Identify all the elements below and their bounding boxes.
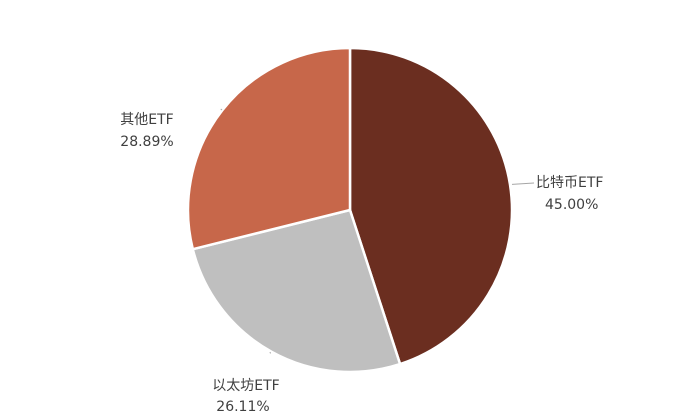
pie-slice-other-etf bbox=[186, 46, 352, 251]
slice-label-bitcoin-etf: 比特币ETF bbox=[536, 175, 603, 191]
slice-value-bitcoin-etf: 45.00% bbox=[545, 197, 598, 213]
pie-slice-ethereum-etf bbox=[191, 208, 402, 374]
leader-lines bbox=[220, 108, 535, 354]
pie-slices bbox=[186, 46, 514, 374]
leader-line-bitcoin-etf bbox=[511, 182, 535, 185]
pie-slice-bitcoin-etf bbox=[348, 46, 514, 366]
slice-label-other-etf: 其他ETF bbox=[120, 112, 173, 128]
leader-line-other-etf bbox=[220, 108, 223, 111]
slice-value-ethereum-etf: 26.11% bbox=[216, 399, 269, 415]
slice-label-ethereum-etf: 以太坊ETF bbox=[212, 378, 279, 394]
slice-value-other-etf: 28.89% bbox=[120, 134, 173, 150]
